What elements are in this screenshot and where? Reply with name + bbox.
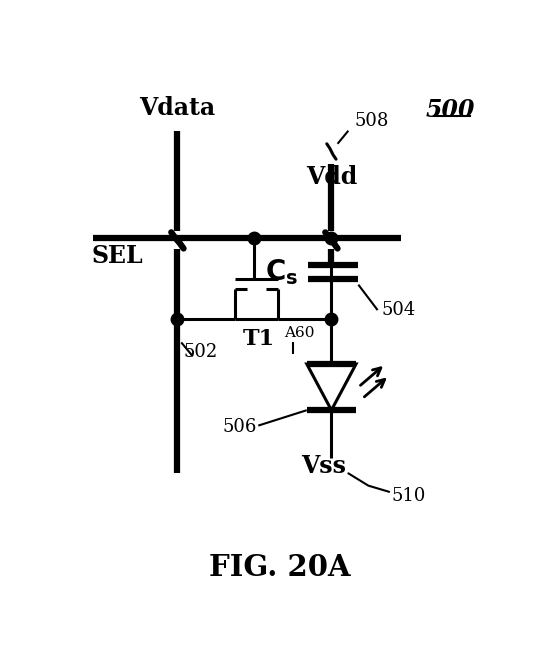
Text: 506: 506 [222, 418, 257, 436]
Text: 500: 500 [426, 98, 476, 122]
Text: 502: 502 [183, 343, 218, 361]
Text: 508: 508 [354, 112, 389, 130]
Text: $\mathbf{C_s}$: $\mathbf{C_s}$ [265, 257, 298, 287]
Text: 504: 504 [382, 301, 416, 319]
Text: Vdata: Vdata [139, 95, 216, 120]
Text: T1: T1 [243, 327, 275, 349]
Text: FIG. 20A: FIG. 20A [209, 553, 351, 582]
Text: Vdd: Vdd [306, 165, 357, 189]
Text: A60: A60 [284, 326, 314, 340]
Text: 510: 510 [391, 487, 426, 505]
Text: Vss: Vss [301, 454, 346, 478]
Text: SEL: SEL [92, 244, 143, 268]
